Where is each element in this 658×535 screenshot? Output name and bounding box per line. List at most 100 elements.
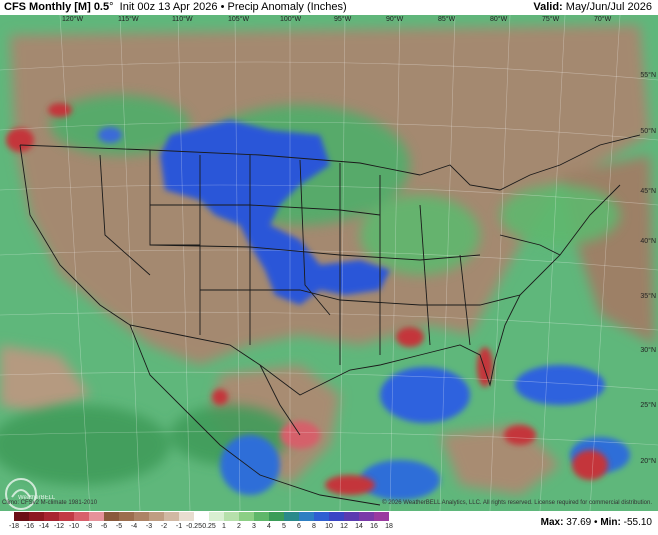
colorbar-swatch <box>209 512 224 521</box>
colorbar-tick-label: -8 <box>85 523 93 530</box>
colorbar-swatch <box>164 512 179 521</box>
colorbar-swatch <box>284 512 299 521</box>
min-value: -55.10 <box>623 517 652 528</box>
valid-label: Valid: <box>533 1 563 13</box>
lon-label: 70°W <box>594 15 612 23</box>
colorbar-tick-label: 2 <box>237 523 241 530</box>
colorbar-tick-label: 12 <box>340 523 348 530</box>
colorbar-tick-label: 6 <box>297 523 301 530</box>
colorbar-swatch <box>359 512 374 521</box>
colorbar-tick-label: -18 <box>8 523 20 530</box>
colorbar-swatch <box>299 512 314 521</box>
colorbar-swatch <box>254 512 269 521</box>
valid-period: Valid: May/Jun/Jul 2026 <box>533 0 652 15</box>
lat-label: 50°N <box>640 127 656 135</box>
colorbar-tick-label: -12 <box>53 523 65 530</box>
product-name: Precip Anomaly (Inches) <box>227 1 347 13</box>
colorbar-swatch <box>74 512 89 521</box>
graticule <box>0 15 658 511</box>
precip-anomaly-map: 120°W 115°W 110°W 105°W 100°W 95°W 90°W … <box>0 15 658 511</box>
copyright-note: © 2026 WeatherBELL Analytics, LLC. All r… <box>382 500 652 506</box>
colorbar-swatch <box>14 512 29 521</box>
colorbar-swatch <box>104 512 119 521</box>
title-bar: CFS Monthly [M] 0.5° Init 00z 13 Apr 202… <box>0 0 658 15</box>
colorbar-tick-label: -2 <box>160 523 168 530</box>
lon-label: 100°W <box>280 15 301 23</box>
colorbar-swatch <box>44 512 59 521</box>
dry-anomalies <box>6 103 608 495</box>
colorbar-swatch <box>59 512 74 521</box>
colorbar-swatch <box>194 512 209 521</box>
dot-separator: • <box>594 517 598 528</box>
colorbar-swatch <box>344 512 359 521</box>
colorbar <box>14 512 389 521</box>
valid-value: May/Jun/Jul 2026 <box>565 1 652 13</box>
colorbar-tick-label: 1 <box>222 523 226 530</box>
colorbar-swatch <box>314 512 329 521</box>
weatherbell-logo-icon <box>5 478 37 510</box>
colorbar-tick-label: 4 <box>267 523 271 530</box>
lat-label: 35°N <box>640 292 656 300</box>
latitude-labels: 55°N 50°N 45°N 40°N 35°N 30°N 25°N 20°N <box>640 71 656 465</box>
logo-text: WeatherBELL <box>18 495 56 501</box>
lon-label: 80°W <box>490 15 508 23</box>
colorbar-tick-label: 3 <box>252 523 256 530</box>
colorbar-swatch <box>179 512 194 521</box>
wet-anomalies <box>98 120 630 500</box>
colorbar-tick-label: -5 <box>115 523 123 530</box>
colorbar-tick-label: -1 <box>175 523 183 530</box>
colorbar-swatch <box>119 512 134 521</box>
colorbar-swatch <box>149 512 164 521</box>
lat-label: 40°N <box>640 237 656 245</box>
colorbar-swatch <box>134 512 149 521</box>
colorbar-tick-label: -10 <box>68 523 80 530</box>
max-label: Max: <box>540 517 564 528</box>
colorbar-swatch <box>89 512 104 521</box>
lon-label: 120°W <box>62 15 83 23</box>
lon-label: 110°W <box>172 15 193 23</box>
degree-mark: ° <box>109 1 114 13</box>
max-min-readout: Max: 37.69 • Min: -55.10 <box>541 517 652 528</box>
colorbar-tick-label: -6 <box>100 523 108 530</box>
lon-label: 95°W <box>334 15 352 23</box>
lat-label: 45°N <box>640 187 656 195</box>
init-time: Init 00z 13 Apr 2026 <box>119 1 218 13</box>
colorbar-tick-label: 10 <box>325 523 333 530</box>
lon-label: 115°W <box>118 15 139 23</box>
colorbar-swatch <box>269 512 284 521</box>
colorbar-tick-label: -4 <box>130 523 138 530</box>
colorbar-swatch <box>224 512 239 521</box>
min-label: Min: <box>600 517 621 528</box>
lat-label: 25°N <box>640 401 656 409</box>
colorbar-tick-label: -3 <box>145 523 153 530</box>
colorbar-tick-label: 18 <box>385 523 393 530</box>
state-borders <box>19 134 641 506</box>
lon-label: 105°W <box>228 15 249 23</box>
map-title: CFS Monthly [M] 0.5° Init 00z 13 Apr 202… <box>4 0 347 15</box>
lat-label: 30°N <box>640 346 656 354</box>
colorbar-swatch <box>374 512 389 521</box>
colorbar-tick-label: -16 <box>23 523 35 530</box>
colorbar-swatch <box>239 512 254 521</box>
lat-label: 55°N <box>640 71 656 79</box>
colorbar-tick-label: 5 <box>282 523 286 530</box>
separator: • <box>220 1 225 13</box>
colorbar-tick-label: 0.25 <box>202 523 216 530</box>
colorbar-tick-label: 14 <box>355 523 363 530</box>
longitude-labels: 120°W 115°W 110°W 105°W 100°W 95°W 90°W … <box>62 15 612 23</box>
lon-label: 85°W <box>438 15 456 23</box>
colorbar-tick-label: 16 <box>370 523 378 530</box>
colorbar-tick-label: 8 <box>312 523 316 530</box>
colorbar-tick-label: -14 <box>38 523 50 530</box>
model-name: CFS Monthly [M] 0.5 <box>4 1 110 13</box>
colorbar-swatch <box>329 512 344 521</box>
lat-label: 20°N <box>640 457 656 465</box>
lon-label: 90°W <box>386 15 404 23</box>
map-canvas: 120°W 115°W 110°W 105°W 100°W 95°W 90°W … <box>0 15 658 511</box>
colorbar-swatch <box>29 512 44 521</box>
legend-footer: Climo: CFSv2 M-climate 1981-2010 © 2026 … <box>0 500 658 535</box>
climo-note: Climo: CFSv2 M-climate 1981-2010 <box>2 500 98 506</box>
max-value: 37.69 <box>566 517 592 528</box>
colorbar-tick-label: -0.25 <box>186 523 202 530</box>
lon-label: 75°W <box>542 15 560 23</box>
